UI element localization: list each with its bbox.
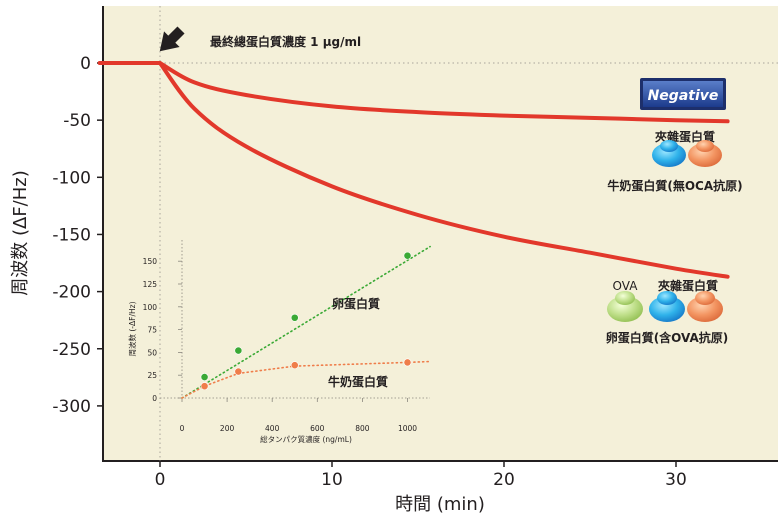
inset-y-tick-label: 25 [147, 371, 157, 380]
series-line-2 [97, 61, 730, 279]
inset-y-tick-label: 150 [143, 257, 158, 266]
inset-y-axis-label: 周波数 (-ΔF/Hz) [127, 301, 137, 356]
inset-data-point [403, 358, 412, 367]
x-tick-label: 0 [155, 470, 166, 490]
inset-y-tick-label: 50 [147, 348, 157, 357]
positive-contaminant-label: 夾雜蛋白質 [658, 278, 718, 293]
y-tick-label: -200 [52, 283, 91, 303]
inset-data-point [200, 373, 209, 381]
x-tick-label: 30 [665, 470, 687, 490]
x-axis-label: 時間 (min) [395, 494, 485, 515]
y-tick-label: 0 [80, 54, 91, 74]
inset-y-tick-label: 125 [143, 280, 158, 289]
green-protein-icon [607, 291, 643, 322]
inset-data-point [200, 382, 209, 391]
inset-chart: 0 200 400 600 800 1000 0 25 50 75 100 125 150 卵蛋白質牛奶… [127, 240, 431, 444]
inset-series-label: 卵蛋白質 [332, 296, 380, 311]
inset-trendline-1 [181, 245, 431, 399]
inset-data-point [290, 361, 299, 370]
orange-protein-icon [687, 291, 723, 322]
y-tick-label: -100 [52, 168, 91, 188]
y-tick-label: -50 [63, 111, 91, 131]
arrow-icon [159, 26, 185, 52]
inset-x-tick-label: 1000 [398, 424, 417, 433]
inset-x-axis-label: 総タンパク質濃度 (ng/mL) [260, 434, 352, 444]
y-tick-label: -250 [52, 340, 91, 360]
inset-data-point [234, 367, 243, 376]
inset-x-tick-label: 0 [180, 424, 185, 433]
x-tick-label: 10 [321, 470, 343, 490]
ova-label: OVA [613, 279, 639, 293]
inset-data-point [403, 251, 412, 260]
main-series-lines [97, 61, 730, 279]
y-tick-label: -300 [52, 397, 91, 417]
negative-badge-text: Negative [648, 88, 719, 104]
inset-axis-ticks: 0 200 400 600 800 1000 0 25 50 75 100 125 150 [143, 257, 418, 433]
inset-series-label: 牛奶蛋白質 [328, 374, 388, 389]
concentration-annotation: 最終總蛋白質濃度 1 μg/ml [210, 34, 361, 49]
inset-x-tick-label: 200 [220, 424, 235, 433]
negative-milk-label: 牛奶蛋白質(無OCA抗原) [607, 178, 742, 193]
plot-background [102, 6, 778, 462]
series-line-1 [97, 61, 730, 124]
positive-egg-label: 卵蛋白質(含OVA抗原) [606, 330, 729, 345]
inset-x-tick-label: 600 [310, 424, 325, 433]
negative-badge: Negative [640, 78, 726, 110]
inset-data-point [234, 346, 243, 355]
main-axis-ticks: 0 10 20 30 0 -50 -100 -150 -200 -250 -300 [52, 54, 686, 490]
inset-y-tick-label: 100 [143, 303, 158, 312]
inset-x-tick-label: 800 [355, 424, 370, 433]
orange-protein-icon [688, 140, 722, 167]
x-tick-label: 20 [493, 470, 515, 490]
inset-x-tick-label: 400 [265, 424, 280, 433]
inset-y-tick-label: 0 [152, 394, 157, 403]
blue-protein-icon [649, 291, 685, 322]
blue-protein-icon [652, 140, 686, 167]
y-tick-label: -150 [52, 225, 91, 245]
inset-data-point [290, 313, 299, 322]
y-axis-label: 周波数 (ΔF/Hz) [10, 170, 31, 295]
inset-y-tick-label: 75 [147, 326, 157, 335]
